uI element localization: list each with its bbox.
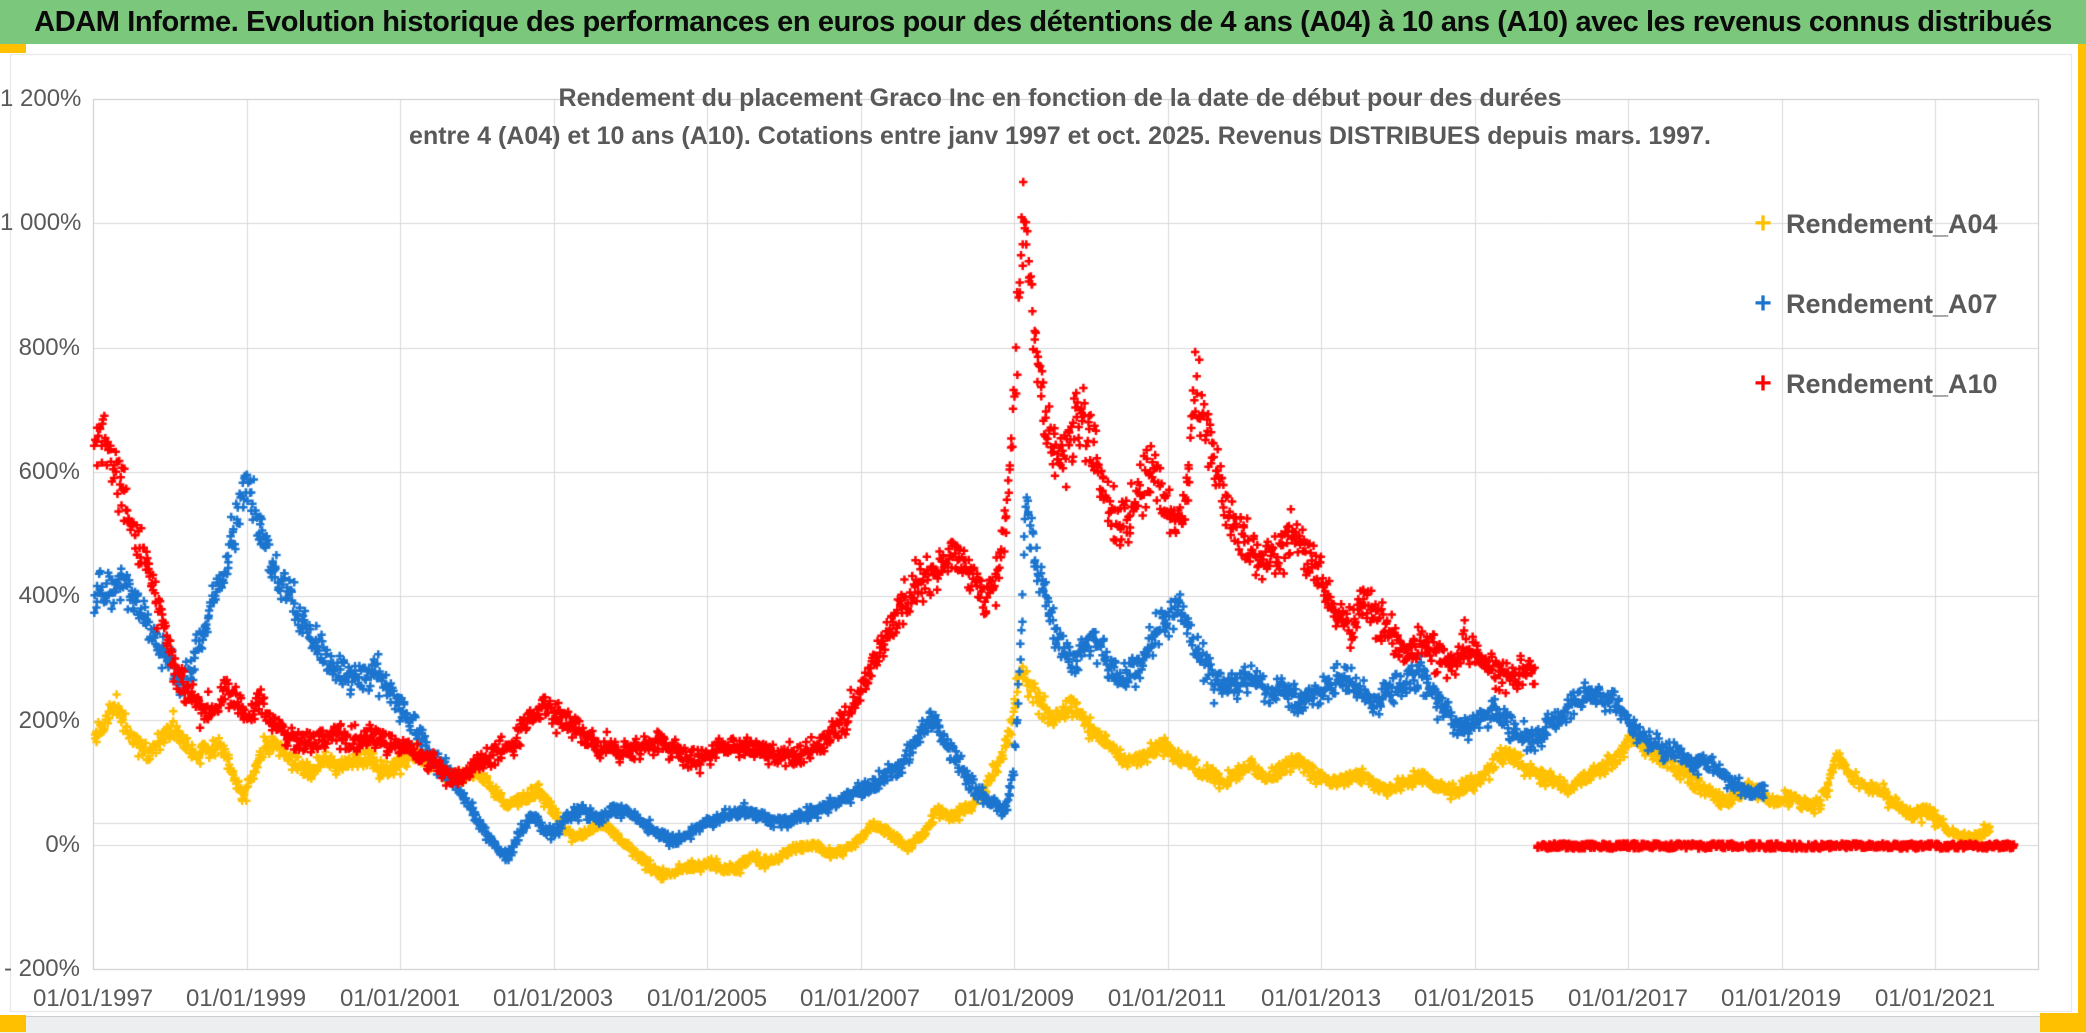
- x-tick-label: 01/01/2021: [1874, 985, 1996, 1012]
- legend-label: Rendement_A10: [1786, 368, 1998, 399]
- yellow-right-border: [2078, 44, 2086, 1032]
- y-tick-label: 1 200%: [0, 85, 82, 112]
- plus-marker-icon: +: [1754, 287, 1772, 320]
- x-tick-label: 01/01/2007: [799, 985, 921, 1012]
- yellow-accent-bottom-left: [0, 1015, 26, 1032]
- y-tick-label: 1 000%: [0, 209, 82, 236]
- y-tick-label: 200%: [18, 707, 80, 734]
- plus-marker-icon: +: [1754, 207, 1772, 240]
- x-tick-label: 01/01/1997: [32, 985, 154, 1012]
- bottom-bar: [0, 1016, 2086, 1033]
- legend-label: Rendement_A07: [1786, 288, 1998, 319]
- x-tick-label: 01/01/2015: [1413, 985, 1535, 1012]
- x-tick-label: 01/01/2001: [339, 985, 461, 1012]
- chart-title-line1: Rendement du placement Graco Inc en fonc…: [558, 84, 1562, 112]
- x-tick-label: 01/01/2017: [1567, 985, 1689, 1012]
- x-tick-label: 01/01/2009: [953, 985, 1075, 1012]
- y-tick-label: 0%: [45, 831, 80, 858]
- y-tick-label: 600%: [18, 458, 80, 485]
- y-tick-label: 800%: [18, 334, 80, 361]
- x-tick-label: 01/01/1999: [185, 985, 307, 1012]
- workbook-header-bar: ADAM Informe. Evolution historique des p…: [0, 0, 2086, 44]
- y-tick-label: - 200%: [3, 955, 80, 982]
- plus-marker-icon: +: [1754, 367, 1772, 400]
- y-tick-label: 400%: [18, 582, 80, 609]
- x-tick-label: 01/01/2005: [646, 985, 768, 1012]
- legend-item-a04: + Rendement_A04: [1748, 204, 1998, 244]
- yellow-accent-bottom-right: [2040, 1013, 2086, 1032]
- x-tick-label: 01/01/2003: [492, 985, 614, 1012]
- legend-label: Rendement_A04: [1786, 208, 1998, 239]
- x-tick-label: 01/01/2011: [1107, 985, 1227, 1012]
- chart-title-line2: entre 4 (A04) et 10 ans (A10). Cotations…: [409, 122, 1711, 150]
- x-tick-label: 01/01/2013: [1260, 985, 1382, 1012]
- yellow-accent-top-left: [0, 44, 26, 53]
- legend-item-a10: + Rendement_A10: [1748, 364, 1998, 404]
- header-title: ADAM Informe. Evolution historique des p…: [34, 5, 2052, 38]
- legend-item-a07: + Rendement_A07: [1748, 284, 1998, 324]
- x-tick-label: 01/01/2019: [1720, 985, 1842, 1012]
